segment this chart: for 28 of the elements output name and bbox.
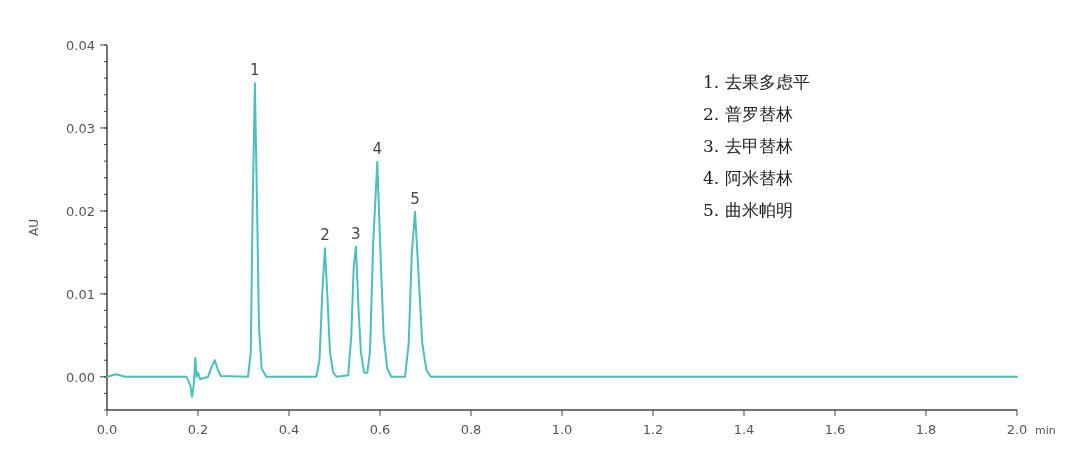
annotation: 4 [372,139,383,158]
annotation: 3. 去甲替林 [703,136,793,156]
annotation: 5. 曲米帕明 [703,200,793,220]
y-axis-title: AU [27,219,41,236]
x-tick-label: 0.4 [278,422,300,437]
y-tick-label: 0.04 [66,38,95,53]
x-tick-label: 2.0 [1006,422,1028,437]
annotation: 2 [320,226,330,245]
x-tick-label: 1.4 [733,422,755,437]
x-tick-label: 1.6 [824,422,846,437]
annotation: 3 [351,224,361,243]
y-tick-label: 0.02 [66,203,95,219]
annotation: 1 [250,61,260,80]
annotation: 4. 阿米替林 [703,168,793,188]
x-tick-label: 0.6 [369,422,391,437]
annotation: 1. 去果多虑平 [703,72,810,92]
y-tick-label: 0.00 [66,369,95,385]
y-tick-label: 0.01 [66,286,95,302]
x-tick-label: 0.8 [460,422,482,437]
y-tick-label: 0.03 [66,120,95,136]
x-tick-label: 1.2 [642,422,664,437]
x-tick-label: 0.2 [187,422,209,437]
x-axis-title: min [1035,424,1056,437]
x-tick-label: 0.0 [96,422,118,437]
annotation: 5 [410,189,420,208]
x-tick-label: 1.0 [551,422,573,437]
annotation: 2. 普罗替林 [703,104,793,124]
x-tick-label: 1.8 [915,422,937,437]
